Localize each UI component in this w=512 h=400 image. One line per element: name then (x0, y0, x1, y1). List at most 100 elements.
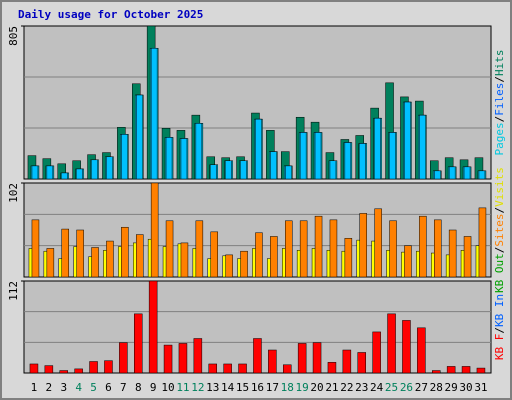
bar (253, 338, 262, 374)
bar (210, 231, 218, 278)
legend-separator: / (493, 327, 506, 334)
bar (270, 236, 278, 278)
x-tick-label: 22 (340, 381, 353, 394)
bar (359, 213, 367, 278)
legend-entry: KB F (493, 334, 506, 361)
bar (119, 342, 128, 374)
bar (76, 229, 84, 278)
legend-entry: Files (493, 83, 506, 116)
legend-entry: Hits (493, 50, 506, 77)
bar (327, 362, 337, 374)
bar (270, 151, 277, 180)
legend-entry: Sites (493, 213, 506, 246)
bar (255, 232, 263, 278)
bar (195, 220, 204, 278)
bar (448, 229, 457, 278)
bar (329, 219, 338, 278)
bar (44, 365, 54, 374)
bar (106, 156, 113, 180)
x-tick-label: 7 (120, 381, 127, 394)
bar (389, 132, 396, 180)
bar (478, 207, 487, 278)
bar (344, 142, 352, 180)
bar (404, 101, 411, 180)
bar (106, 240, 114, 278)
legend: Pages/Files/Hits (493, 50, 506, 156)
legend-separator: / (493, 247, 506, 254)
bar (434, 170, 441, 180)
bar (91, 247, 99, 278)
x-tick-label: 12 (191, 381, 204, 394)
bar (359, 143, 366, 180)
bar (31, 219, 40, 278)
bar (163, 344, 173, 374)
x-tick-label: 5 (90, 381, 97, 394)
bar (419, 215, 427, 278)
y-tick-label: 805 (7, 26, 20, 46)
bar (283, 364, 292, 374)
bar (225, 160, 232, 180)
bar (314, 215, 323, 278)
bar (91, 159, 98, 180)
legend: KB Out/Sites/Visits (493, 167, 506, 293)
x-tick-label: 31 (474, 381, 487, 394)
bar (240, 160, 247, 180)
x-tick-label: 19 (296, 381, 309, 394)
bar (463, 166, 471, 180)
x-tick-label: 26 (400, 381, 413, 394)
x-tick-label: 14 (221, 381, 235, 394)
bar (31, 165, 39, 180)
bar (312, 342, 322, 374)
x-tick-label: 18 (281, 381, 294, 394)
x-tick-label: 4 (75, 381, 82, 394)
legend: KB F/KB In (493, 294, 506, 360)
bar (342, 349, 352, 374)
x-tick-label: 8 (135, 381, 142, 394)
bar (299, 132, 307, 180)
bar (193, 338, 203, 374)
bar (419, 114, 426, 180)
x-tick-label: 6 (105, 381, 112, 394)
bar (285, 220, 293, 278)
x-tick-label: 11 (176, 381, 189, 394)
legend-separator: / (493, 76, 506, 83)
legend-separator: / (493, 116, 506, 123)
x-tick-label: 28 (430, 381, 443, 394)
x-tick-label: 25 (385, 381, 398, 394)
legend-separator: / (493, 207, 506, 214)
bar (61, 172, 68, 180)
bar (61, 228, 69, 278)
bar (372, 331, 381, 374)
x-tick-label: 23 (355, 381, 368, 394)
x-tick-label: 3 (60, 381, 67, 394)
bar (389, 220, 397, 278)
bar (136, 94, 143, 180)
legend-entry: KB In (493, 294, 506, 327)
bar (417, 327, 426, 374)
bar (136, 234, 144, 278)
bar (121, 226, 129, 278)
bar (432, 370, 441, 374)
x-tick-label: 15 (236, 381, 249, 394)
bar (434, 219, 442, 278)
bar (208, 363, 217, 374)
x-tick-label: 30 (459, 381, 472, 394)
bar (285, 165, 292, 180)
bar (223, 363, 232, 374)
x-tick-label: 1 (31, 381, 38, 394)
bar (148, 280, 158, 374)
x-tick-label: 10 (161, 381, 174, 394)
bar (46, 165, 54, 180)
bar (165, 220, 174, 278)
x-tick-label: 29 (445, 381, 458, 394)
x-tick-label: 20 (310, 381, 323, 394)
bar (478, 170, 486, 180)
bar (255, 118, 262, 180)
bar (180, 242, 189, 278)
x-tick-label: 27 (415, 381, 428, 394)
x-tick-label: 16 (251, 381, 264, 394)
bar (121, 134, 128, 180)
bar (463, 236, 472, 278)
bar (314, 132, 322, 180)
